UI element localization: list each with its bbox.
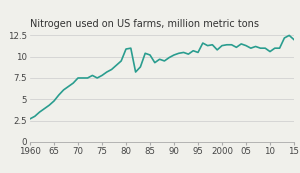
Text: Nitrogen used on US farms, million metric tons: Nitrogen used on US farms, million metri… [30,19,259,29]
